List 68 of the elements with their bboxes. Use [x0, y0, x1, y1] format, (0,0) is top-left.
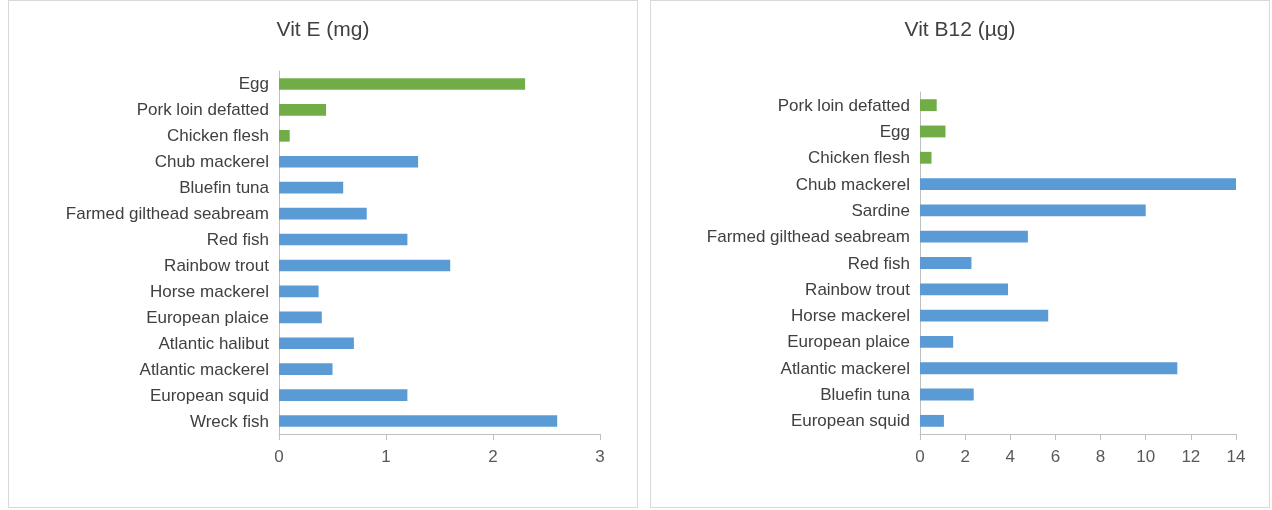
y-tick-label: Horse mackerel [790, 306, 910, 326]
y-tick-label: Red fish [847, 253, 910, 273]
y-tick-label: Egg [879, 121, 910, 141]
x-tick-label: 12 [1181, 447, 1201, 466]
bar [920, 388, 974, 401]
x-tick-label: 4 [1005, 447, 1016, 466]
bar [920, 362, 1178, 375]
bar [920, 230, 1028, 243]
y-tick-label: Rainbow trout [805, 279, 911, 299]
bar [920, 336, 954, 348]
bar [279, 129, 290, 142]
x-tick-label: 2 [960, 447, 970, 466]
bar [920, 125, 946, 138]
y-tick-label: Chicken flesh [807, 148, 910, 168]
y-tick-label: Egg [238, 74, 269, 94]
y-tick-label: Bluefin tuna [820, 385, 911, 405]
y-tick-label: Chub mackerel [154, 152, 269, 172]
y-tick-label: Sardine [851, 200, 910, 220]
bar [279, 285, 319, 298]
bar [279, 337, 354, 350]
x-tick-label: 3 [595, 447, 605, 466]
x-tick-label: 14 [1226, 447, 1246, 466]
bar [279, 155, 419, 168]
y-tick-label: Rainbow trout [164, 255, 270, 275]
y-tick-label: Atlantic halibut [158, 333, 270, 353]
y-tick-label: Pork loin defatted [777, 95, 910, 115]
bar [279, 78, 526, 90]
y-tick-label: European squid [149, 385, 269, 405]
y-tick-label: Bluefin tuna [179, 178, 270, 198]
bar [279, 181, 344, 194]
bar [279, 259, 451, 272]
bar [279, 233, 408, 246]
bar [279, 207, 367, 220]
y-tick-label: Atlantic mackerel [139, 359, 269, 379]
bar [920, 257, 972, 269]
y-tick-label: Chicken flesh [166, 126, 269, 146]
y-tick-label: Wreck fish [189, 411, 269, 431]
bar [279, 311, 322, 324]
x-tick-label: 1 [381, 447, 391, 466]
y-tick-label: Horse mackerel [149, 281, 269, 301]
bar [279, 415, 558, 427]
y-tick-label: Farmed gilthead seabream [65, 204, 269, 224]
bar [920, 151, 932, 164]
y-tick-label: Chub mackerel [795, 174, 910, 194]
y-tick-label: Atlantic mackerel [780, 358, 910, 378]
x-tick-label: 8 [1095, 447, 1106, 466]
bar [920, 309, 1049, 322]
y-tick-label: Red fish [206, 230, 269, 250]
bar [920, 204, 1146, 217]
x-tick-label: 10 [1136, 447, 1156, 466]
bar [920, 414, 944, 427]
chart-title: Vit B12 (µg) [904, 17, 1016, 40]
x-tick-label: 6 [1050, 447, 1061, 466]
x-tick-label: 2 [488, 447, 498, 466]
y-tick-label: European plaice [787, 332, 910, 352]
y-tick-label: European squid [790, 411, 910, 431]
bar [920, 178, 1236, 190]
bar [279, 363, 333, 376]
x-tick-label: 0 [274, 447, 284, 466]
bar [920, 99, 937, 112]
y-tick-label: Pork loin defatted [136, 100, 269, 120]
bar [279, 389, 408, 401]
chart-title: Vit E (mg) [276, 17, 370, 40]
y-tick-label: Farmed gilthead seabream [706, 227, 910, 247]
bar [279, 104, 327, 116]
y-tick-label: European plaice [146, 307, 269, 327]
x-tick-label: 0 [915, 447, 925, 466]
bar [920, 283, 1009, 296]
